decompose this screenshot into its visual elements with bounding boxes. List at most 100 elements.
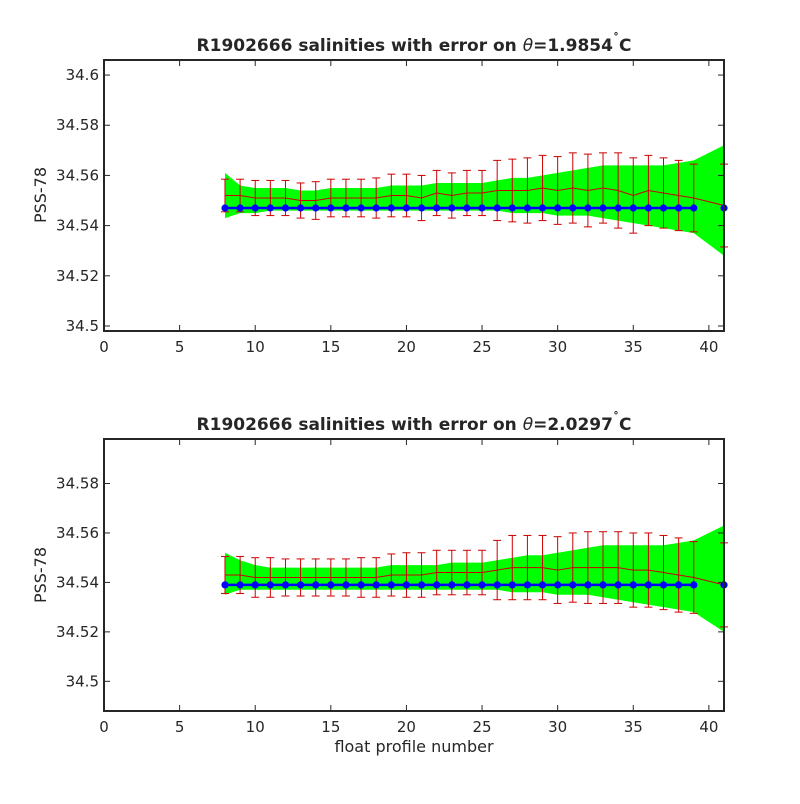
chart-2-error-bar (629, 532, 638, 608)
chart-1-data-point (266, 204, 274, 212)
chart-2-error-bar (417, 552, 426, 598)
chart-1-data-point (312, 204, 320, 212)
chart-1-x-tick-label: 5 (175, 338, 185, 356)
chart-1-data-point (538, 204, 547, 212)
chart-1-data-point (614, 204, 622, 212)
chart-1-data-point (463, 204, 471, 212)
chart-2-error-bar (553, 536, 562, 604)
chart-1-data-point (418, 204, 426, 212)
chart-2-y-tick-label: 34.58 (56, 475, 99, 493)
chart-2-data-point (644, 581, 653, 589)
chart-2-error-bar (251, 557, 260, 598)
chart-2-error-bar (372, 557, 381, 598)
chart-2-error-bar (402, 552, 411, 598)
chart-1-data-point (221, 204, 229, 212)
chart-1-error-bar (296, 182, 305, 219)
chart-2-data-point (418, 581, 426, 589)
chart-2-title: R1902666 salinities with error on θ=2.02… (197, 410, 632, 435)
chart-1-data-point (644, 204, 653, 212)
chart-2-y-axis-label: PSS-78 (31, 547, 50, 603)
chart-1-y-tick-label: 34.56 (56, 166, 99, 184)
chart-2-data-point (584, 581, 592, 589)
chart-2-data-point (342, 581, 350, 589)
chart-1-data-point (493, 204, 501, 212)
chart-1-error-bar (674, 159, 683, 232)
chart-2-error-bar (387, 553, 396, 597)
chart-2-data-point (599, 581, 607, 589)
chart-2-y-tick-label: 34.54 (56, 573, 99, 591)
chart-2-error-bar (266, 557, 275, 598)
chart-1-data-point (433, 204, 441, 212)
chart-1-data-point (554, 204, 562, 212)
chart-2-error-bar (689, 541, 698, 614)
chart-2-data-point (690, 581, 698, 589)
chart-2-data-point (281, 581, 290, 589)
chart-1-y-tick-label: 34.5 (66, 317, 99, 335)
chart-2-data-point (493, 581, 501, 589)
chart-1-x-tick-label: 10 (246, 338, 265, 356)
chart-2-data-point (402, 581, 410, 589)
chart-2-x-tick-label: 10 (246, 718, 265, 736)
chart-1-x-tick-label: 40 (699, 338, 718, 356)
chart-1-error-bar (417, 174, 426, 222)
chart-2-data-point (297, 581, 305, 589)
chart-1-data-point (599, 204, 607, 212)
chart-2-data-point (478, 581, 486, 589)
chart-2-error-bar (568, 532, 577, 603)
chart-2-x-tick-label: 15 (321, 718, 340, 736)
chart-2-data-point (236, 581, 244, 589)
chart-1-data-point (584, 204, 592, 212)
chart-1-y-tick-label: 34.54 (56, 217, 99, 235)
chart-1-data-point (236, 204, 244, 212)
chart-1-plot-area: 0 5 10 15 20 25 30 35 40 34.5 34.52 34.54 34.56 34.58… (56, 59, 728, 356)
chart-2-data-point (508, 581, 516, 589)
chart-2-data-point (327, 581, 335, 589)
chart-1-error-bar (523, 157, 532, 224)
chart-2-error-bar (599, 531, 608, 604)
chart-1-y-tick-label: 34.58 (56, 116, 99, 134)
chart-2-data-point (372, 581, 380, 589)
chart-1-y-tick-label: 34.6 (66, 66, 99, 84)
chart-2-error-bar (311, 558, 320, 597)
chart-2-data-point (357, 581, 365, 589)
chart-2-data-point (538, 581, 547, 589)
chart-2-data-point (312, 581, 320, 589)
chart-1-x-tick-label: 30 (548, 338, 567, 356)
chart-2-data-point (614, 581, 622, 589)
chart-1-data-point (281, 204, 290, 212)
chart-2-error-bar (674, 537, 683, 613)
chart-2-x-tick-label: 35 (624, 718, 643, 736)
chart-1-data-point (523, 204, 532, 212)
chart-2-data-point (554, 581, 562, 589)
chart-1-data-point (569, 204, 577, 212)
chart-2-error-bar (538, 534, 547, 601)
chart-1-data-point (251, 204, 259, 212)
chart-2-x-tick-label: 30 (548, 718, 567, 736)
chart-2-error-bar (583, 531, 592, 604)
chart-2-x-tick-label: 25 (473, 718, 492, 736)
chart-2-data-point (448, 581, 456, 589)
chart-2-y-tick-label: 34.52 (56, 623, 99, 641)
chart-2-data-point (629, 581, 637, 589)
chart-1-error-bar (689, 163, 698, 233)
chart-1-x-tick-label: 35 (624, 338, 643, 356)
chart-1-data-point (327, 204, 335, 212)
chart-1-data-point (342, 204, 350, 212)
chart-2-error-bar (296, 558, 305, 597)
chart-1-data-point (659, 204, 668, 212)
chart-1-data-point (448, 204, 456, 212)
chart-1-y-axis-label: PSS-78 (31, 167, 50, 223)
chart-2-x-tick-label: 5 (175, 718, 185, 736)
chart-1-data-point (629, 204, 637, 212)
chart-2-data-point (569, 581, 577, 589)
chart-1-error-bar (629, 157, 638, 234)
chart-1-error-bar (553, 156, 562, 225)
chart-2-error-bar (523, 534, 532, 601)
chart-panel-2: R1902666 salinities with error on θ=2.02… (31, 410, 728, 756)
chart-1-error-band (225, 145, 724, 256)
chart-1-data-point (508, 204, 516, 212)
chart-2-x-tick-label: 40 (699, 718, 718, 736)
chart-2-data-point (675, 581, 683, 589)
chart-2-data-point (266, 581, 274, 589)
